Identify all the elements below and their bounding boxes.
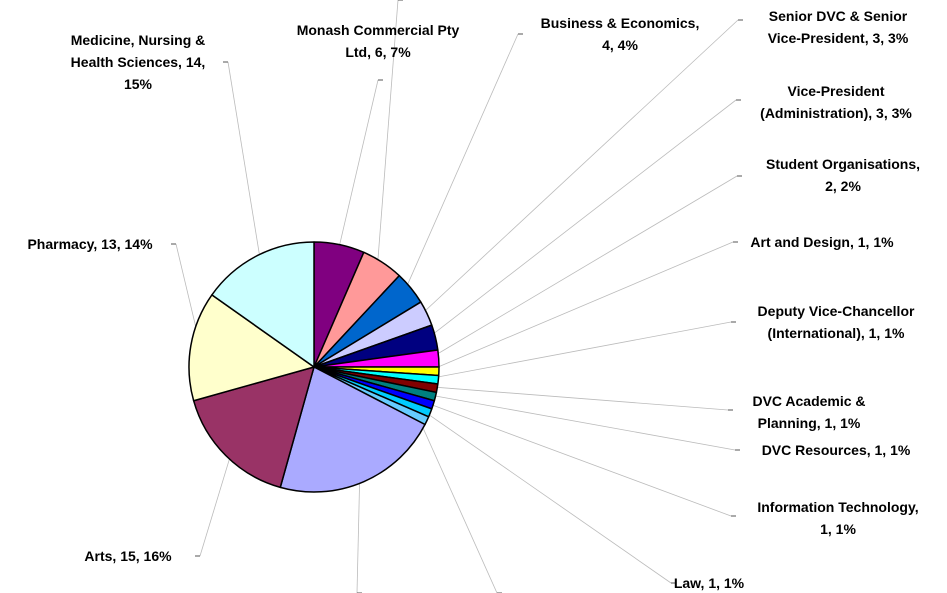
leader-line [423,401,732,517]
pie-slice [279,366,426,493]
slice-label: DVC Academic & Planning, 1, 1% [752,393,865,431]
leader-line [356,472,361,593]
pie-slice [192,366,315,489]
leader-line [376,0,399,271]
leader-line [402,33,519,295]
slice-label: Arts, 15, 16% [84,548,172,564]
slice-label: Information Technology, 1, 1% [757,499,918,537]
leader-line [425,99,737,341]
leader-line [227,61,262,265]
leader-line [337,79,379,255]
leader-line [428,321,732,380]
slice-label: Student Organisations, 2, 2% [766,156,920,194]
slice-label: Art and Design, 1, 1% [750,234,894,250]
leader-line [420,408,672,584]
leader-line [425,393,736,451]
slice-label: Senior DVC & Senior Vice-President, 3, 3% [768,8,909,46]
pie-slice [188,294,315,402]
slice-label: Business & Economics, 4, 4% [541,15,700,53]
slice-label: Pharmacy, 13, 14% [27,236,153,252]
slice-label: Deputy Vice-Chancellor (International), 1… [758,303,915,341]
leader-line [417,19,739,318]
slice-label: Law, 1, 1% [674,575,745,591]
leader-line [417,416,498,593]
leader-line [428,241,734,372]
leader-line [428,175,738,360]
slice-label: Medicine, Nursing & Health Sciences, 14, 1… [71,32,206,92]
leader-line [427,386,729,411]
pie-slice [211,241,315,368]
slice-label: Vice-President (Administration), 3, 3% [760,83,912,121]
slice-label: Monash Commercial Pty Ltd, 6, 7% [297,22,460,60]
leader-line [199,448,234,557]
slice-label: DVC Resources, 1, 1% [762,442,911,458]
